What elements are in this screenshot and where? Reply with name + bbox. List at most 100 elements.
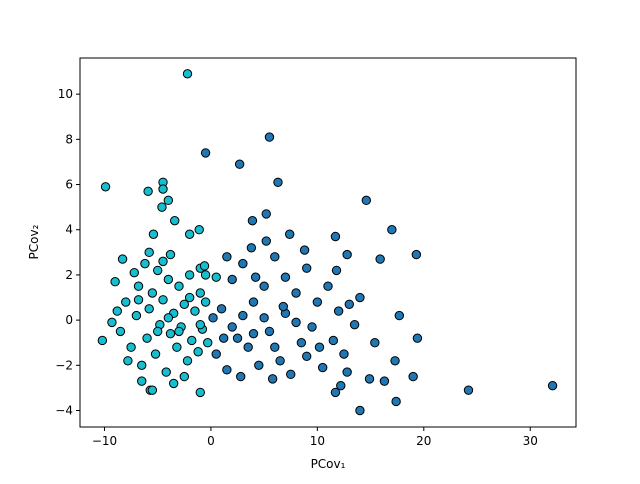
point — [203, 338, 213, 348]
point — [142, 333, 152, 343]
point — [333, 306, 344, 316]
point — [222, 252, 232, 262]
point — [200, 297, 211, 307]
point — [248, 328, 259, 339]
point — [236, 371, 246, 382]
point — [187, 335, 197, 346]
point — [317, 362, 328, 373]
point — [107, 317, 117, 328]
point — [161, 367, 171, 377]
point — [112, 306, 122, 316]
point — [174, 281, 184, 291]
point — [331, 265, 342, 276]
point — [140, 258, 150, 269]
point — [129, 267, 139, 278]
point — [165, 328, 176, 339]
point — [291, 317, 301, 328]
point — [391, 396, 401, 407]
point — [97, 335, 108, 346]
point — [339, 349, 349, 359]
point — [227, 274, 237, 285]
point — [286, 369, 296, 380]
point — [100, 182, 111, 192]
point — [330, 387, 341, 398]
point — [280, 272, 291, 282]
y-tick-label: 8 — [65, 132, 73, 146]
point — [259, 281, 269, 291]
point — [234, 159, 245, 169]
y-tick-label: 0 — [65, 313, 73, 327]
point — [216, 304, 227, 314]
point — [131, 310, 142, 321]
point — [278, 301, 288, 312]
point — [270, 342, 280, 352]
point — [364, 374, 375, 384]
point — [323, 281, 333, 291]
point — [267, 374, 278, 384]
point — [158, 184, 168, 194]
point — [246, 243, 257, 253]
point — [117, 254, 128, 264]
point — [190, 306, 200, 316]
y-tick-label: −4 — [55, 404, 73, 418]
point — [302, 263, 312, 273]
point — [328, 335, 339, 346]
point — [163, 195, 174, 206]
point — [123, 356, 133, 366]
point — [355, 292, 365, 303]
point — [152, 326, 163, 337]
point — [222, 365, 232, 375]
point — [163, 313, 174, 323]
point — [158, 256, 168, 267]
point — [261, 236, 271, 246]
point — [299, 245, 310, 255]
x-tick-label: 10 — [310, 434, 325, 448]
plot-frame — [79, 57, 577, 428]
point — [342, 249, 352, 260]
point — [137, 360, 147, 371]
point — [227, 322, 237, 332]
point — [232, 333, 243, 343]
point — [312, 297, 323, 307]
point — [200, 270, 211, 280]
point — [379, 376, 390, 386]
y-tick-label: −2 — [55, 358, 73, 372]
point — [200, 148, 211, 158]
y-tick-label: 4 — [65, 223, 73, 237]
point — [254, 360, 264, 371]
point — [211, 272, 221, 282]
point — [194, 225, 204, 235]
point — [170, 215, 180, 226]
y-tick-label: 2 — [65, 268, 73, 282]
point — [296, 338, 307, 348]
x-tick-label: 0 — [207, 434, 215, 448]
point — [133, 295, 144, 305]
point — [137, 376, 147, 386]
point — [247, 215, 258, 226]
point — [195, 319, 205, 330]
point — [248, 297, 259, 307]
x-axis-label: PCov₁ — [311, 457, 346, 471]
point — [330, 231, 341, 242]
point — [211, 349, 221, 359]
point — [307, 322, 317, 332]
point — [174, 326, 184, 337]
point — [394, 310, 405, 321]
point — [184, 229, 195, 239]
point — [184, 270, 195, 280]
point — [143, 186, 153, 197]
point — [270, 252, 280, 262]
point — [284, 229, 295, 239]
point — [126, 342, 136, 352]
point — [144, 304, 154, 314]
point — [208, 313, 218, 323]
point — [275, 356, 285, 366]
point — [408, 371, 418, 382]
point — [144, 247, 154, 258]
point — [375, 254, 385, 264]
point — [238, 258, 248, 269]
point — [349, 319, 360, 330]
point — [361, 195, 372, 206]
point — [463, 385, 474, 395]
